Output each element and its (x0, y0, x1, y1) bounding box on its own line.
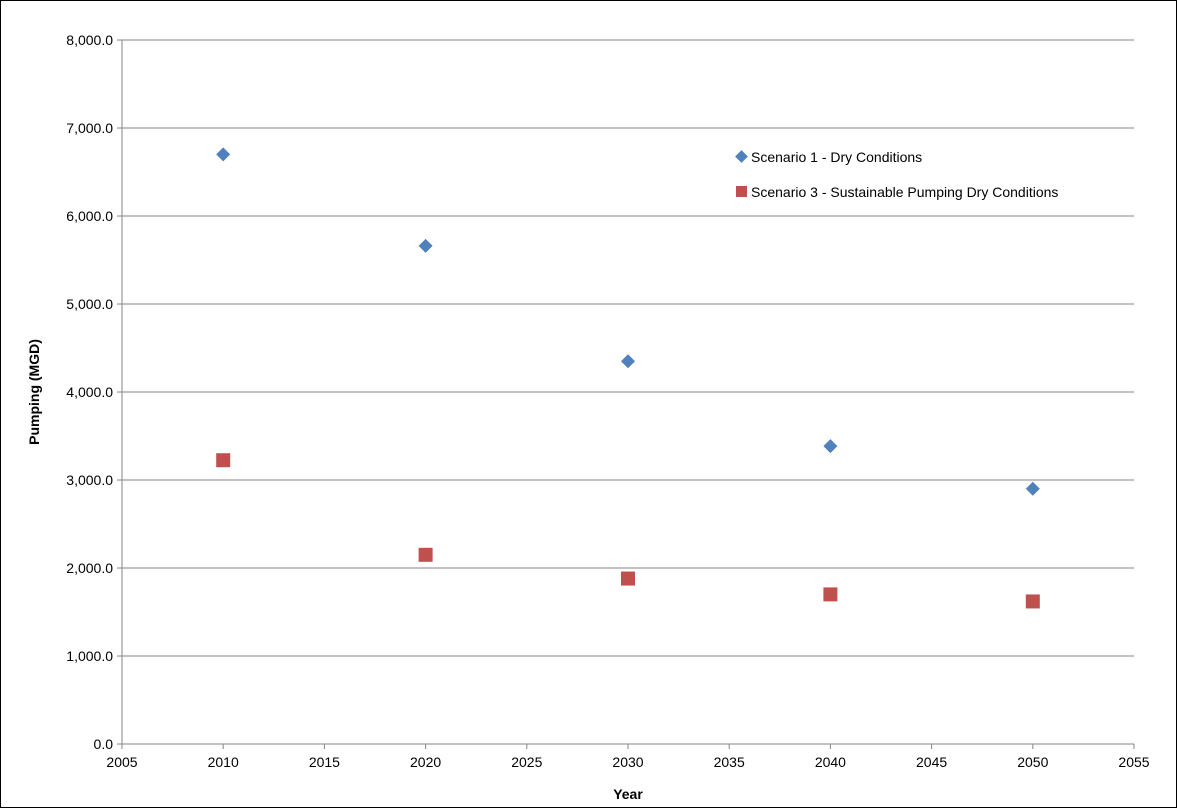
x-tick-label: 2030 (612, 754, 643, 770)
scenario-1-point (1025, 481, 1040, 496)
scenario-3-point (1025, 594, 1040, 609)
y-tick-label: 3,000.0 (66, 472, 113, 488)
legend-item-scenario-1: Scenario 1 - Dry Conditions (735, 149, 922, 165)
y-tick-label: 5,000.0 (66, 296, 113, 312)
x-tick-label: 2015 (309, 754, 340, 770)
legend-marker-diamond (735, 150, 748, 163)
tick-marks (117, 39, 1135, 749)
y-tick-labels: 0.0 1,000.0 2,000.0 3,000.0 4,000.0 5,000.0 6,… (66, 32, 113, 752)
x-tick-label: 2035 (714, 754, 745, 770)
legend-item-scenario-3: Scenario 3 - Sustainable Pumping Dry Con… (736, 184, 1058, 200)
y-tick-label: 8,000.0 (66, 32, 113, 48)
y-tick-label: 6,000.0 (66, 208, 113, 224)
y-tick-label: 7,000.0 (66, 120, 113, 136)
x-tick-label: 2040 (815, 754, 846, 770)
legend: Scenario 1 - Dry Conditions Scenario 3 -… (735, 149, 1058, 200)
legend-label-scenario-1: Scenario 1 - Dry Conditions (751, 149, 922, 165)
data-points (216, 147, 1040, 609)
scenario-1-point (823, 439, 838, 454)
y-axis-title: Pumping (MGD) (26, 339, 42, 445)
scenario-3-point (823, 587, 838, 602)
y-tick-label: 4,000.0 (66, 384, 113, 400)
legend-label-scenario-3: Scenario 3 - Sustainable Pumping Dry Con… (751, 184, 1058, 200)
x-axis-title: Year (613, 786, 643, 802)
x-tick-label: 2050 (1017, 754, 1048, 770)
scenario-3-point (216, 453, 231, 468)
y-tick-label: 1,000.0 (66, 648, 113, 664)
x-tick-label: 2055 (1118, 754, 1149, 770)
x-tick-label: 2025 (511, 754, 542, 770)
scenario-1-point (621, 354, 635, 369)
legend-marker-square (736, 186, 747, 197)
scenario-3-point (418, 547, 433, 562)
x-tick-label: 2005 (106, 754, 137, 770)
x-tick-labels: 2005 2010 2015 2020 2025 2030 2035 2040 2045 2050… (106, 754, 1149, 770)
y-tick-label: 0.0 (94, 736, 114, 752)
x-tick-label: 2045 (916, 754, 947, 770)
y-tick-label: 2,000.0 (66, 560, 113, 576)
scenario-1-point (418, 238, 433, 253)
gridlines (122, 39, 1134, 657)
scenario-1-point (216, 147, 231, 162)
x-tick-label: 2010 (208, 754, 239, 770)
x-tick-label: 2020 (410, 754, 441, 770)
scenario-3-point (621, 571, 635, 586)
